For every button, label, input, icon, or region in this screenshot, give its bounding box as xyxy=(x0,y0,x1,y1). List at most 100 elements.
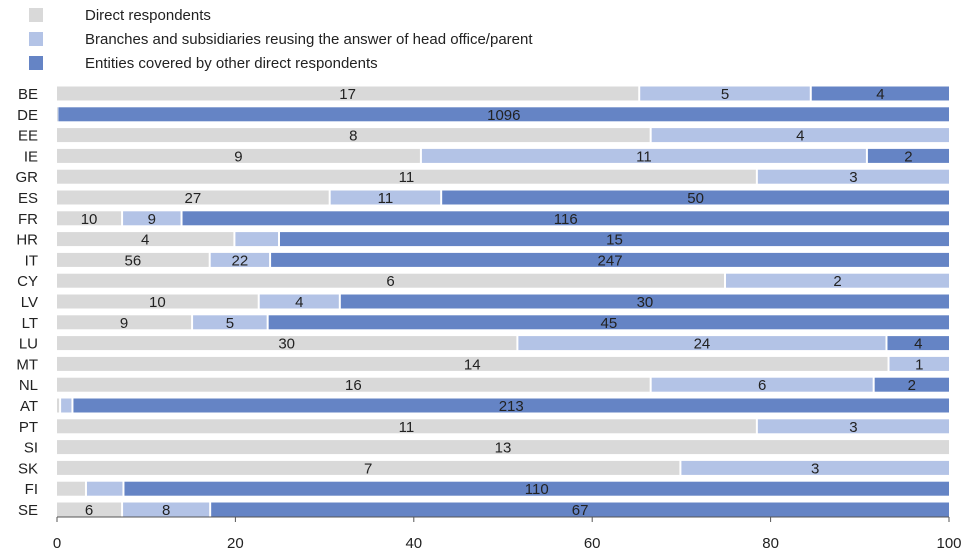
bar-segment-hr-1 xyxy=(57,232,234,247)
bar-segment-ie-3 xyxy=(867,148,949,163)
category-label-mt: MT xyxy=(16,356,38,373)
bar-segment-it-3 xyxy=(271,252,950,267)
data-label-gr-2: 3 xyxy=(849,169,857,186)
data-label-sk-2: 3 xyxy=(811,460,819,477)
bar-segment-ie-2 xyxy=(421,148,866,163)
bar-segment-ee-1 xyxy=(57,128,650,143)
data-label-ie-2: 11 xyxy=(636,148,652,165)
bar-segment-si-1 xyxy=(57,440,949,455)
bar-segment-hr-3 xyxy=(280,232,949,247)
data-label-be-3: 4 xyxy=(876,86,884,103)
legend-swatch-3 xyxy=(29,56,43,70)
data-label-nl-3: 2 xyxy=(908,377,916,394)
data-label-pt-1: 11 xyxy=(399,419,415,436)
bar-segment-it-1 xyxy=(57,252,209,267)
bar-segment-lv-2 xyxy=(259,294,339,309)
x-tick-label-20: 20 xyxy=(227,535,244,552)
legend-label-3: Entities covered by other direct respond… xyxy=(85,55,378,72)
data-label-lu-3: 4 xyxy=(914,336,922,353)
bar-segment-at-2 xyxy=(61,398,72,413)
category-label-es: ES xyxy=(18,190,38,207)
bar-segment-lt-2 xyxy=(193,315,267,330)
bar-segment-ie-1 xyxy=(57,148,420,163)
data-label-se-3: 67 xyxy=(572,502,589,519)
bar-segment-se-2 xyxy=(123,502,210,517)
category-label-sk: SK xyxy=(18,460,38,477)
x-tick-label-60: 60 xyxy=(584,535,601,552)
data-label-si-1: 13 xyxy=(495,440,512,457)
data-label-ee-1: 8 xyxy=(349,128,357,145)
y-axis-category-labels: BE DE EE IE GR ES FR HR IT CY LV LT LU MT NL AT PT SI SK FI… xyxy=(16,86,39,519)
data-label-sk-1: 7 xyxy=(364,460,372,477)
data-label-pt-2: 3 xyxy=(849,419,857,436)
x-tick-label-0: 0 xyxy=(53,535,61,552)
category-label-de: DE xyxy=(17,107,38,124)
bar-segment-de-1 xyxy=(57,107,58,122)
legend-swatch-1 xyxy=(29,8,43,22)
bar-segment-pt-1 xyxy=(57,419,756,434)
bar-segment-gr-1 xyxy=(57,169,756,184)
category-label-ie: IE xyxy=(24,148,38,165)
data-label-it-2: 22 xyxy=(232,252,249,269)
bar-segment-de-3 xyxy=(58,107,950,122)
data-label-cy-1: 6 xyxy=(386,273,394,290)
bar-segment-sk-2 xyxy=(681,460,949,475)
bar-segment-gr-2 xyxy=(757,169,949,184)
data-label-fr-3: 116 xyxy=(554,211,578,228)
bar-segment-be-3 xyxy=(811,86,949,101)
bar-segment-it-2 xyxy=(210,252,270,267)
bar-segment-pt-2 xyxy=(757,419,949,434)
data-label-nl-1: 16 xyxy=(345,377,362,394)
x-tick-label-40: 40 xyxy=(405,535,422,552)
bar-segment-lu-1 xyxy=(57,336,517,351)
category-label-at: AT xyxy=(20,398,38,415)
data-label-es-3: 50 xyxy=(687,190,704,207)
data-label-gr-1: 11 xyxy=(399,169,415,186)
data-label-ie-3: 2 xyxy=(904,148,912,165)
category-label-nl: NL xyxy=(19,377,38,394)
bar-segment-mt-1 xyxy=(57,356,888,371)
bar-segment-fi-2 xyxy=(86,481,123,496)
category-label-lv: LV xyxy=(21,294,38,311)
data-label-ie-1: 9 xyxy=(234,148,242,165)
bar-segment-fr-2 xyxy=(123,211,181,226)
data-label-hr-3: 15 xyxy=(606,232,623,249)
bar-segment-fr-1 xyxy=(57,211,122,226)
data-label-fi-3: 110 xyxy=(525,481,549,498)
bar-segment-mt-2 xyxy=(889,356,949,371)
data-label-lv-2: 4 xyxy=(295,294,303,311)
data-label-at-3: 213 xyxy=(499,398,524,415)
category-label-si: SI xyxy=(24,440,38,457)
category-label-pt: PT xyxy=(19,419,38,436)
data-label-lv-3: 30 xyxy=(637,294,654,311)
category-label-it: IT xyxy=(25,252,38,269)
bar-segment-lu-2 xyxy=(518,336,886,351)
category-label-be: BE xyxy=(18,86,38,103)
data-label-se-1: 6 xyxy=(85,502,93,519)
category-label-lt: LT xyxy=(22,315,38,332)
bar-segment-lv-3 xyxy=(340,294,949,309)
data-label-mt-1: 14 xyxy=(464,356,481,373)
legend-label-2: Branches and subsidiaries reusing the an… xyxy=(85,31,533,48)
data-label-mt-2: 1 xyxy=(915,356,923,373)
category-label-ee: EE xyxy=(18,128,38,145)
legend-label-1: Direct respondents xyxy=(85,7,211,24)
data-label-fr-1: 10 xyxy=(81,211,98,228)
bar-segment-ee-2 xyxy=(651,128,949,143)
data-label-be-2: 5 xyxy=(721,86,729,103)
data-label-lt-3: 45 xyxy=(600,315,617,332)
bar-segment-fi-1 xyxy=(57,481,85,496)
data-label-it-3: 247 xyxy=(598,252,623,269)
bar-segment-se-3 xyxy=(211,502,949,517)
legend: Direct respondents Branches and subsidiar… xyxy=(29,7,533,72)
bar-segment-es-1 xyxy=(57,190,329,205)
data-label-lu-1: 30 xyxy=(278,336,295,353)
bar-segment-at-1 xyxy=(57,398,60,413)
bar-segment-fr-3 xyxy=(182,211,949,226)
bar-segment-lv-1 xyxy=(57,294,258,309)
bar-segment-be-2 xyxy=(640,86,810,101)
category-label-cy: CY xyxy=(17,273,38,290)
data-label-cy-2: 2 xyxy=(833,273,841,290)
data-label-hr-1: 4 xyxy=(141,232,149,249)
